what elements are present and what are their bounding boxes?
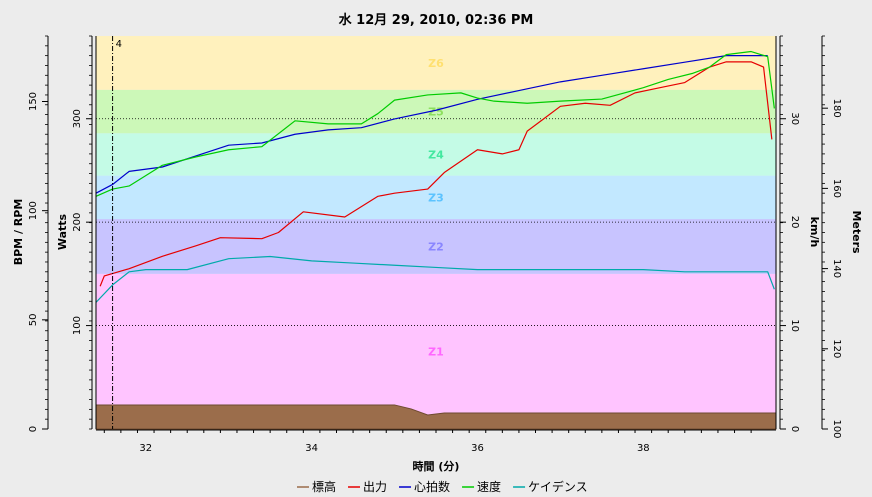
zone-label-z4: Z4 — [428, 148, 444, 161]
legend: 標高 出力 心拍数 速度 ケイデンス — [297, 479, 588, 494]
y-tick-label-kmh: 30 — [789, 112, 800, 125]
y-tick-label-kmh: 0 — [789, 426, 800, 432]
zone-band-z2 — [96, 219, 776, 274]
y-tick-label-kmh: 10 — [789, 319, 800, 332]
y-tick-label-watts: 100 — [72, 316, 83, 335]
x-tick-label: 38 — [637, 443, 650, 454]
y-tick-label-meters: 100 — [831, 419, 842, 438]
x-tick-label: 32 — [139, 443, 152, 454]
grid-layer — [96, 118, 776, 326]
chart-title: 水 12月 29, 2010, 02:36 PM — [339, 12, 534, 28]
y-tick-label-watts: 300 — [72, 109, 83, 128]
x-axis-label: 時間 (分) — [413, 459, 460, 473]
zone-band-z5 — [96, 89, 776, 134]
y-tick-label-bpm: 50 — [28, 313, 39, 326]
zone-label-z3: Z3 — [428, 191, 444, 204]
y-axis-label-bpm: BPM / RPM — [12, 199, 25, 266]
zone-band-z1 — [96, 273, 776, 429]
x-tick-label: 34 — [305, 443, 318, 454]
legend-label: ケイデンス — [528, 479, 588, 494]
series-line-3 — [95, 50, 775, 197]
y-tick-label-bpm: 150 — [28, 92, 39, 111]
marker-label: 4 — [116, 39, 122, 50]
zone-label-z1: Z1 — [428, 345, 444, 358]
series-line-4 — [95, 255, 775, 303]
zone-label-z2: Z2 — [428, 240, 444, 253]
axes-layer: 32 34 36 38 0 50 100 150 100 200 300 0 10 20 30 100 120 1… — [28, 35, 842, 454]
y-tick-label-watts: 200 — [72, 213, 83, 232]
y-tick-label-meters: 140 — [831, 259, 842, 278]
y-tick-label-meters: 180 — [831, 99, 842, 118]
y-axis-label-watts: Watts — [56, 213, 69, 250]
series-line-1 — [99, 61, 773, 287]
zone-band-z3 — [96, 175, 776, 220]
legend-label: 出力 — [363, 480, 387, 494]
legend-label: 速度 — [477, 479, 501, 494]
series-layer — [95, 50, 777, 430]
y-tick-label-meters: 120 — [831, 339, 842, 358]
series-line-2 — [95, 55, 768, 194]
y-tick-label-bpm: 0 — [28, 426, 39, 432]
x-tick-label: 36 — [471, 443, 484, 454]
y-axis-label-kmh: km/h — [808, 217, 821, 248]
y-tick-label-kmh: 20 — [789, 216, 800, 229]
zone-label-z6: Z6 — [428, 57, 444, 70]
y-tick-label-bpm: 100 — [28, 201, 39, 220]
y-axis-label-meters: Meters — [850, 210, 863, 254]
legend-label: 心拍数 — [414, 479, 450, 494]
legend-label: 標高 — [312, 479, 336, 494]
y-tick-label-meters: 160 — [831, 179, 842, 198]
